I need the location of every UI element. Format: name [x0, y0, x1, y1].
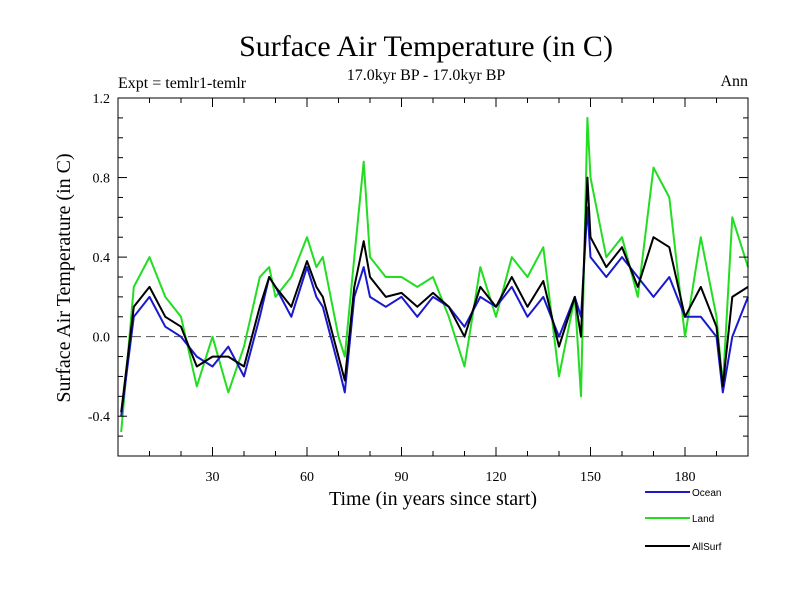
y-tick-label: -0.4: [88, 410, 110, 425]
x-tick-label: 150: [580, 470, 601, 485]
y-tick-label: 0.8: [93, 172, 111, 187]
x-tick-label: 30: [206, 470, 220, 485]
chart-title: Surface Air Temperature (in C): [239, 30, 613, 63]
expt-label: Expt = temlr1-temlr: [118, 75, 247, 92]
series-line-allsurf: [120, 176, 749, 413]
series-layer: [120, 116, 749, 433]
period-label: Ann: [720, 73, 748, 90]
x-tick-label: 180: [675, 470, 696, 485]
legend-label-land: Land: [692, 514, 714, 525]
legend: Ocean Land AllSurf: [645, 488, 722, 553]
y-tick-label: 0.4: [93, 251, 111, 266]
x-tick-label: 120: [486, 470, 507, 485]
legend-label-ocean: Ocean: [692, 488, 721, 499]
legend-label-allsurf: AllSurf: [692, 542, 722, 553]
x-tick-label: 60: [300, 470, 314, 485]
series-line-land: [120, 116, 749, 433]
y-tick-label: 1.2: [93, 92, 111, 107]
x-tick-label: 90: [395, 470, 409, 485]
y-axis-label: Surface Air Temperature (in C): [53, 153, 75, 402]
chart-subtitle: 17.0kyr BP - 17.0kyr BP: [347, 67, 506, 84]
axis-layer: 30 60 90 120 150 180 -0.4 0.0 0.4 0.8 1.2: [88, 92, 749, 485]
x-axis-label: Time (in years since start): [329, 488, 537, 510]
y-tick-label: 0.0: [93, 331, 111, 346]
